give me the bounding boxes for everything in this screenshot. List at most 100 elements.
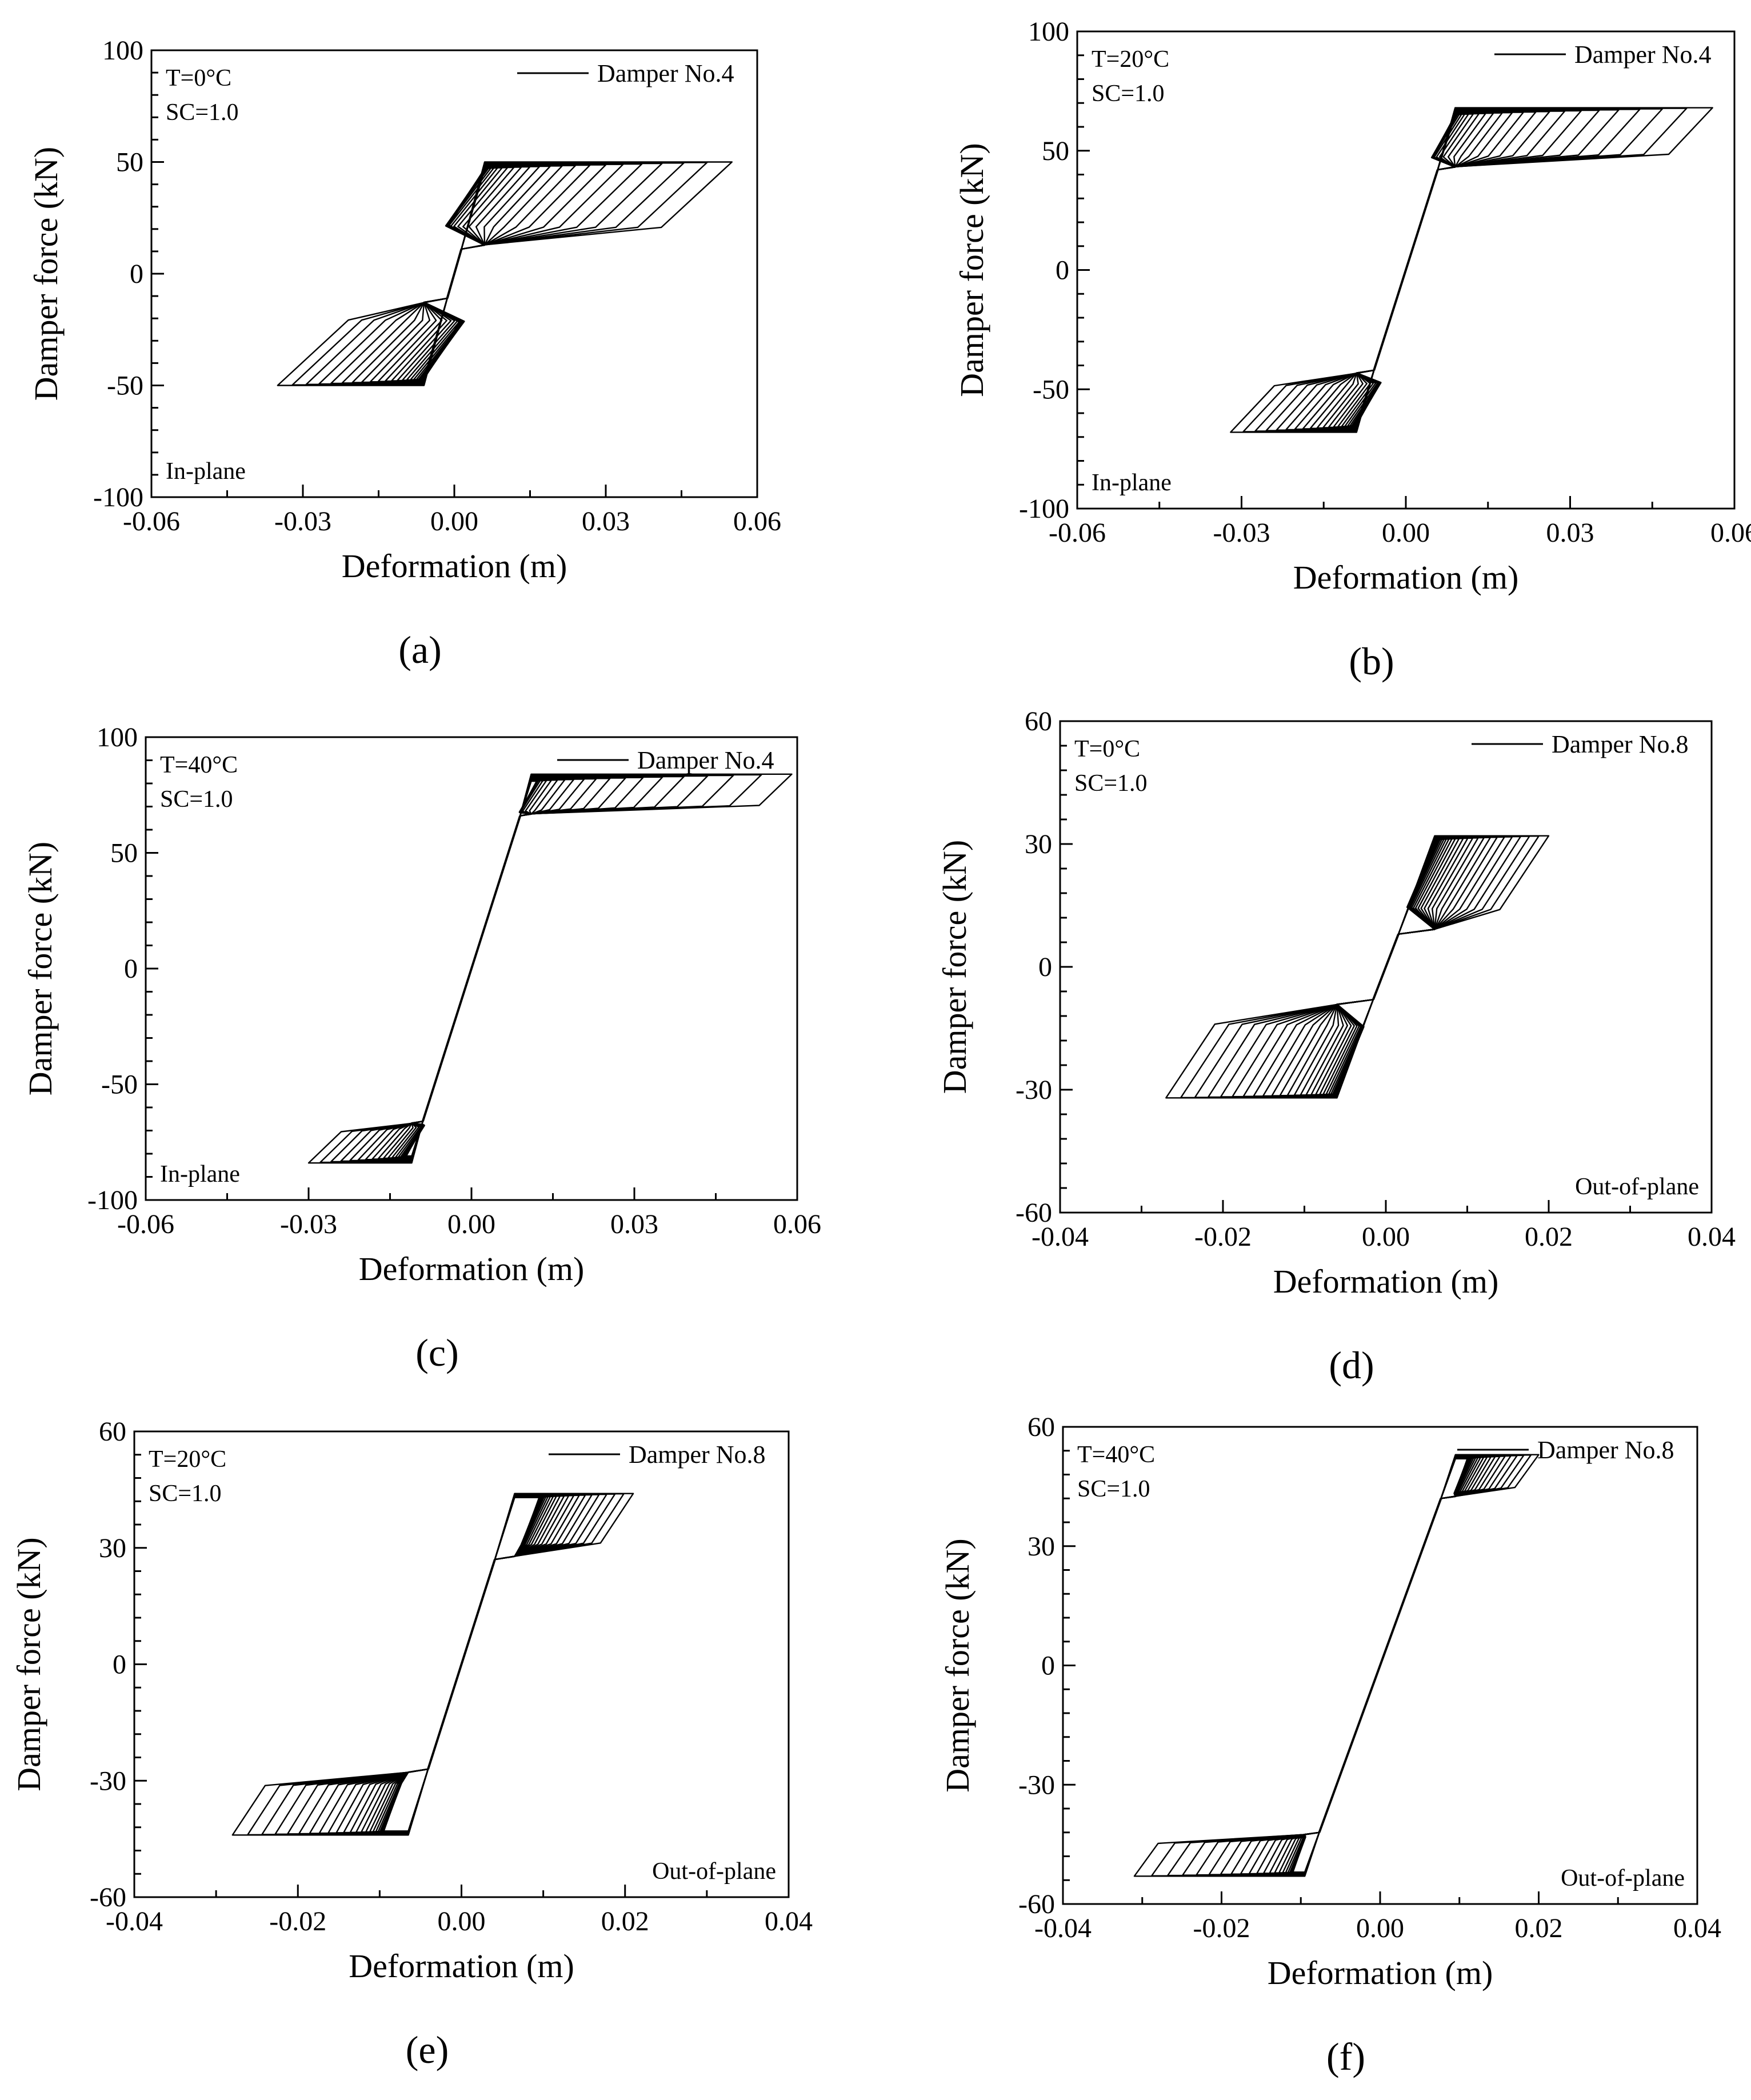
- hysteresis-loop-20: [1196, 1455, 1512, 1876]
- hysteresis-loop-14: [377, 778, 611, 1159]
- hysteresis-loop-7: [402, 779, 547, 1158]
- y-axis-title: Damper force (kN): [953, 143, 990, 397]
- x-tick-label: 0.06: [733, 506, 781, 537]
- hysteresis-loop-12: [387, 778, 585, 1159]
- hysteresis-loop-10: [394, 779, 566, 1158]
- hysteresis-loop-8: [400, 779, 552, 1158]
- legend-label: Damper No.8: [1552, 730, 1689, 758]
- temperature-annotation: T=20°C: [1092, 46, 1169, 73]
- y-tick-label: 100: [1028, 17, 1069, 47]
- legend-label: Damper No.4: [1574, 41, 1712, 69]
- x-tick-label: 0.00: [1362, 1222, 1410, 1252]
- hysteresis-loop-29: [1180, 835, 1540, 1098]
- x-tick-label: 0.04: [1688, 1222, 1736, 1252]
- x-tick-label: 0.06: [1710, 518, 1751, 548]
- hysteresis-loop-13: [1263, 1457, 1481, 1874]
- y-axis-title: Damper force (kN): [22, 842, 59, 1095]
- hysteresis-loop-15: [1248, 1456, 1488, 1875]
- x-tick-label: -0.04: [1032, 1222, 1089, 1252]
- hysteresis-loop-23: [1253, 837, 1491, 1097]
- hysteresis-loop-19: [1286, 837, 1469, 1097]
- y-tick-label: 100: [97, 722, 138, 753]
- plane-annotation: Out-of-plane: [1561, 1865, 1685, 1891]
- hysteresis-loop-30: [1165, 835, 1550, 1099]
- hysteresis-loop-13: [382, 778, 597, 1159]
- elastic-branch: [446, 249, 463, 299]
- y-tick-label: 0: [130, 259, 143, 289]
- hysteresis-loop-9: [397, 779, 558, 1158]
- hysteresis-loop-17: [1230, 1456, 1496, 1875]
- y-axis-title: Damper force (kN): [10, 1537, 47, 1791]
- chart-panel-c: -0.06 -0.03 0.00 0.03 0.06 -100 -50 0 50 100 Defor…: [22, 722, 821, 1374]
- plane-annotation: Out-of-plane: [652, 1858, 776, 1885]
- sc-annotation: SC=1.0: [1074, 770, 1148, 797]
- plane-annotation: Out-of-plane: [1575, 1174, 1699, 1200]
- legend-label: Damper No.4: [597, 59, 734, 87]
- x-tick-label: -0.04: [1034, 1913, 1092, 1943]
- hysteresis-loop-20: [330, 774, 734, 1163]
- y-tick-label: -60: [1016, 1198, 1052, 1228]
- x-tick-label: 0.03: [1546, 518, 1594, 548]
- y-tick-label: -30: [1016, 1075, 1052, 1105]
- legend-label: Damper No.8: [1537, 1436, 1674, 1464]
- elastic-branch: [1373, 169, 1439, 371]
- x-tick-label: 0.00: [447, 1209, 495, 1239]
- temperature-annotation: T=0°C: [1074, 736, 1140, 762]
- x-tick-label: 0.04: [765, 1906, 813, 1937]
- x-axis-title: Deformation (m): [1268, 1954, 1493, 1991]
- panel-label: (a): [398, 628, 441, 671]
- hysteresis-loop-17: [357, 776, 663, 1161]
- hysteresis-loop-8: [1285, 1457, 1472, 1874]
- y-tick-label: -100: [87, 1185, 138, 1215]
- y-tick-label: 30: [99, 1533, 126, 1563]
- hysteresis-loop-18: [349, 775, 685, 1162]
- hysteresis-loop-19: [1208, 1455, 1506, 1875]
- y-tick-label: -60: [1018, 1889, 1055, 1919]
- x-tick-label: -0.06: [1049, 518, 1106, 548]
- sc-annotation: SC=1.0: [149, 1481, 222, 1507]
- chart-panel-a: -0.06 -0.03 0.00 0.03 0.06 -100 -50 0 50 100 Defor…: [27, 35, 781, 671]
- hysteresis-loop-10: [1278, 1457, 1474, 1874]
- sc-annotation: SC=1.0: [1092, 81, 1165, 107]
- hysteresis-loop-23: [1151, 1454, 1532, 1877]
- elastic-branch: [427, 1559, 496, 1770]
- y-axis-title: Damper force (kN): [936, 840, 973, 1094]
- x-tick-label: -0.02: [1193, 1913, 1250, 1943]
- y-tick-label: 0: [1041, 1651, 1055, 1681]
- x-tick-label: 0.03: [610, 1209, 658, 1239]
- y-tick-label: -50: [107, 371, 143, 401]
- hysteresis-loop-6: [403, 780, 543, 1157]
- x-tick-label: 0.02: [1515, 1913, 1563, 1943]
- x-tick-label: 0.03: [582, 506, 630, 537]
- chart-panel-f: -0.04 -0.02 0.00 0.02 0.04 -60 -30 0 30 60 Deforma…: [939, 1412, 1721, 2078]
- legend-label: Damper No.4: [637, 746, 774, 774]
- hysteresis-loop-16: [1240, 1456, 1492, 1875]
- hysteresis-loop-23: [318, 162, 663, 385]
- y-tick-label: -50: [101, 1070, 138, 1100]
- x-axis-title: Deformation (m): [349, 1947, 574, 1985]
- chart-panel-d: -0.04 -0.02 0.00 0.02 0.04 -60 -30 0 30 60 Deforma…: [936, 706, 1736, 1387]
- hysteresis-loop-8: [418, 167, 494, 380]
- hysteresis-loop-25: [291, 162, 708, 386]
- x-tick-label: 0.00: [438, 1906, 486, 1937]
- hysteresis-loop-14: [1315, 838, 1450, 1095]
- hysteresis-loop-21: [1182, 1455, 1518, 1876]
- y-tick-label: -30: [1018, 1770, 1055, 1800]
- y-tick-label: 0: [113, 1650, 126, 1680]
- y-tick-label: 0: [124, 954, 138, 984]
- hysteresis-loop-22: [307, 773, 793, 1164]
- x-tick-label: -0.03: [1213, 518, 1270, 548]
- x-tick-label: 0.00: [1382, 518, 1430, 548]
- elastic-branch: [1372, 933, 1400, 1001]
- y-tick-label: 0: [1038, 952, 1052, 982]
- y-tick-label: -30: [90, 1766, 126, 1796]
- hysteresis-loop-12: [1269, 1457, 1479, 1874]
- hysteresis-loop-14: [1256, 1457, 1485, 1874]
- temperature-annotation: T=0°C: [166, 65, 231, 91]
- y-axis-title: Damper force (kN): [939, 1538, 976, 1792]
- hysteresis-loop-21: [319, 774, 762, 1163]
- x-tick-label: 0.02: [1525, 1222, 1573, 1252]
- sc-annotation: SC=1.0: [166, 99, 239, 126]
- panel-label: (b): [1349, 639, 1394, 683]
